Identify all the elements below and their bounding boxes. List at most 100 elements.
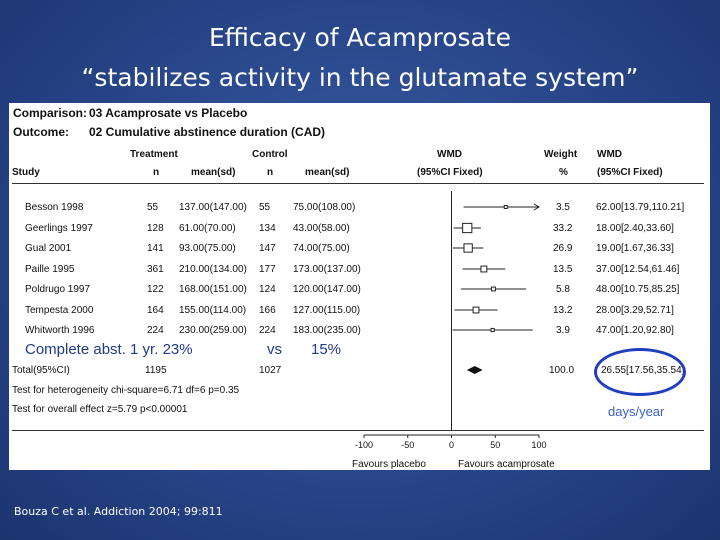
treatment-n: 164 [147,305,164,316]
weight-value: 3.9 [556,325,570,336]
footer-rule [12,430,704,431]
control-mean: 74.00(75.00) [293,243,350,254]
overall-effect-test: Test for overall effect z=5.79 p<0.00001 [12,404,188,415]
treatment-n: 224 [147,325,164,336]
forest-plot: -100 -50 0 50 100 [355,191,547,450]
total-label: Total(95%CI) [12,365,70,376]
wmd-ci-value: 48.00[10.75,85.25] [596,284,680,295]
weight-value: 33.2 [553,223,573,234]
study-name: Whitworth 1996 [25,325,95,336]
vs-text: vs [267,341,282,358]
x-tick-label: -100 [355,440,373,450]
percent-header: % [559,167,568,178]
control-n: 124 [259,284,276,295]
placebo-rate-text: 15% [311,341,342,358]
wmd-header-right: WMD [597,149,622,160]
title-line-2: “stabilizes activity in the glutamate sy… [81,63,639,92]
point-estimate [491,286,496,292]
control-n: 147 [259,243,276,254]
control-mean: 120.00(147.00) [293,284,361,295]
weight-value: 13.5 [553,264,573,275]
treatment-mean: 61.00(70.00) [179,223,236,234]
control-mean-header: mean(sd) [305,167,350,178]
treatment-mean: 93.00(75.00) [179,243,236,254]
weight-value: 5.8 [556,284,570,295]
slide-title: Efficacy of Acamprosate “stabilizes acti… [0,18,720,98]
control-header: Control [252,149,288,160]
x-tick-label: 0 [449,440,454,450]
x-tick-label: 100 [531,440,546,450]
weight-header: Weight [544,149,578,160]
title-line-1: Efficacy of Acamprosate [208,23,512,52]
days-per-year-label: days/year [608,404,665,419]
control-mean: 183.00(235.00) [293,325,361,336]
total-control-n: 1027 [259,365,282,376]
outcome-label: Outcome: [13,125,70,139]
treatment-mean-header: mean(sd) [191,167,236,178]
study-name: Paille 1995 [25,264,75,275]
wmd-header: WMD [437,149,462,160]
treatment-mean: 155.00(114.00) [179,305,247,316]
point-estimate [490,327,495,333]
control-n: 177 [259,264,276,275]
weight-value: 26.9 [553,243,573,254]
outcome-value: 02 Cumulative abstinence duration (CAD) [89,125,326,139]
wmd-ci-value: 18.00[2.40,33.60] [596,223,674,234]
study-name: Gual 2001 [25,243,72,254]
favours-placebo-label: Favours placebo [352,459,426,470]
treatment-n: 128 [147,223,164,234]
control-mean: 43.00(58.00) [293,223,350,234]
header-rule [12,183,704,184]
point-estimate [472,306,480,314]
treatment-n: 361 [147,264,164,275]
weight-value: 3.5 [556,202,570,213]
favours-acamprosate-label: Favours acamprosate [458,459,555,470]
point-estimate [480,265,488,273]
ci-fixed-header-right: (95%CI Fixed) [597,167,663,178]
ci-arrow [533,203,540,211]
study-name: Besson 1998 [25,202,84,213]
treatment-mean: 168.00(151.00) [179,284,247,295]
point-estimate [503,205,508,209]
treatment-mean: 137.00(147.00) [179,202,247,213]
treatment-n-header: n [153,167,160,178]
wmd-ci-value: 47.00[1.20,92.80] [596,325,674,336]
heterogeneity-test: Test for heterogeneity chi-square=6.71 d… [12,385,240,396]
study-name: Poldrugo 1997 [25,284,91,295]
study-name: Tempesta 2000 [25,305,94,316]
complete-abstinence-text: Complete abst. 1 yr. 23% [25,341,193,358]
total-weight: 100.0 [549,365,575,376]
control-mean: 127.00(115.00) [293,305,361,316]
total-treatment-n: 1195 [145,365,167,376]
control-n: 224 [259,325,276,336]
control-n: 55 [259,202,271,213]
treatment-n: 141 [147,243,164,254]
study-header: Study [12,167,40,178]
comparison-label: Comparison: [13,106,88,120]
control-n: 166 [259,305,276,316]
x-tick-label: 50 [490,440,500,450]
citation: Bouza C et al. Addiction 2004; 99:811 [14,505,223,518]
treatment-header: Treatment [130,149,178,160]
forest-plot-panel: Comparison: 03 Acamprosate vs Placebo Ou… [9,103,710,470]
wmd-ci-value: 62.00[13.79,110.21] [596,202,685,213]
control-mean: 75.00(108.00) [293,202,356,213]
pooled-diamond [466,366,483,374]
wmd-ci-value: 37.00[12.54,61.46] [596,264,680,275]
study-name: Geerlings 1997 [25,223,93,234]
point-estimate [462,222,473,234]
ci-fixed-header: (95%CI Fixed) [417,167,483,178]
treatment-mean: 210.00(134.00) [179,264,247,275]
treatment-mean: 230.00(259.00) [179,325,247,336]
treatment-n: 122 [147,284,164,295]
control-n: 134 [259,223,276,234]
weight-value: 13.2 [553,305,573,316]
highlight-ellipse [594,348,686,396]
treatment-n: 55 [147,202,159,213]
x-tick-label: -50 [401,440,414,450]
wmd-ci-value: 28.00[3.29,52.71] [596,305,674,316]
comparison-value: 03 Acamprosate vs Placebo [89,106,248,120]
wmd-ci-value: 19.00[1.67,36.33] [596,243,674,254]
control-mean: 173.00(137.00) [293,264,361,275]
point-estimate [463,243,473,253]
